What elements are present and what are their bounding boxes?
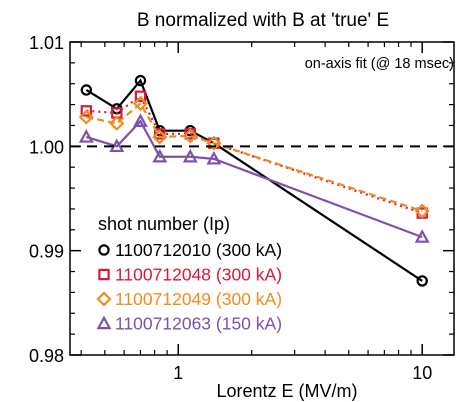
y-tick-label: 0.98 <box>29 346 64 366</box>
y-tick-label: 1.01 <box>29 33 64 53</box>
x-tick-label: 1 <box>173 363 183 383</box>
data-point-series-2 <box>80 105 93 117</box>
data-point-series-3 <box>78 109 94 125</box>
series-line-4 <box>86 119 423 239</box>
plot-marks <box>78 74 430 287</box>
data-point-series-4 <box>182 148 198 163</box>
legend-title: shot number (Ip) <box>98 214 230 234</box>
data-point-series-3 <box>132 96 149 112</box>
data-point-series-4 <box>152 148 168 163</box>
legend-marker-1 <box>98 244 110 256</box>
data-point-series-3 <box>414 203 430 219</box>
legend: 1100712010 (300 kA) 1100712048 (300 kA) 11… <box>96 240 282 334</box>
data-point-series-3 <box>152 129 168 145</box>
data-point-series-4 <box>414 229 430 243</box>
series-line-3 <box>86 101 423 213</box>
data-point-series-2 <box>154 128 166 140</box>
y-tick-label: 1.00 <box>29 137 64 157</box>
data-point-series-3 <box>182 128 198 144</box>
x-axis-label: Lorentz E (MV/m) <box>216 381 357 401</box>
legend-label-2: 1100712048 (300 kA) <box>115 265 282 285</box>
data-point-series-3 <box>206 135 222 151</box>
data-point-series-1 <box>80 84 93 96</box>
legend-label-3: 1100712049 (300 kA) <box>115 289 282 309</box>
legend-label-4: 1100712063 (150 kA) <box>115 314 282 334</box>
data-point-series-4 <box>109 138 125 153</box>
axes: 0.98 0.99 1.00 1.01 1 10 <box>29 33 455 383</box>
data-point-series-4 <box>78 129 94 143</box>
data-point-series-2 <box>134 90 147 102</box>
legend-label-1: 1100712010 (300 kA) <box>115 240 282 260</box>
data-point-series-3 <box>109 115 125 131</box>
y-tick-label: 0.99 <box>29 242 64 262</box>
chart-title: B normalized with B at 'true' E <box>137 10 389 31</box>
data-point-series-4 <box>206 150 222 165</box>
data-point-series-4 <box>132 113 148 127</box>
legend-marker-2 <box>98 268 110 281</box>
legend-marker-3 <box>96 291 112 307</box>
data-point-series-1 <box>134 74 147 87</box>
annotation-text: on-axis fit (@ 18 msec) <box>305 56 454 72</box>
plot-frame <box>69 41 455 356</box>
data-point-series-1 <box>416 275 428 287</box>
x-tick-label: 10 <box>412 363 432 383</box>
legend-marker-4 <box>96 315 112 330</box>
